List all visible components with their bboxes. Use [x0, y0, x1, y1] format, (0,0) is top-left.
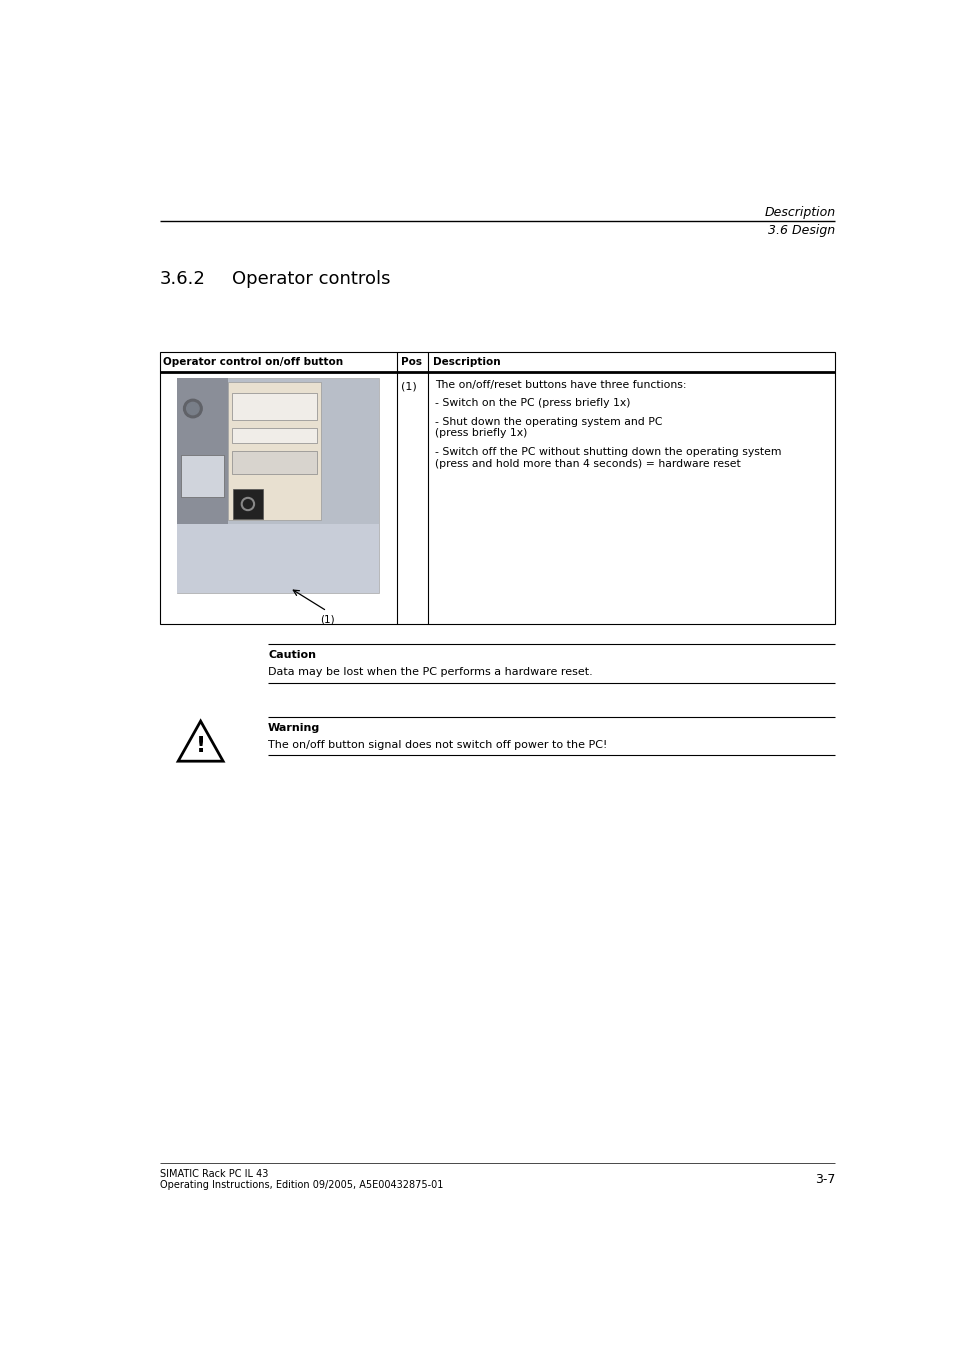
Text: Data may be lost when the PC performs a hardware reset.: Data may be lost when the PC performs a …	[268, 667, 592, 677]
Bar	[177, 378, 228, 593]
Text: (1): (1)	[400, 381, 416, 392]
Text: (1): (1)	[319, 615, 334, 626]
Text: Operator controls: Operator controls	[232, 270, 390, 288]
Text: - Shut down the operating system and PC: - Shut down the operating system and PC	[435, 416, 662, 427]
Bar	[159, 351, 835, 624]
Circle shape	[183, 400, 202, 417]
Text: - Switch off the PC without shutting down the operating system: - Switch off the PC without shutting dow…	[435, 447, 781, 457]
Text: Operator control on/off button: Operator control on/off button	[163, 357, 343, 366]
Bar	[228, 381, 320, 520]
Text: 3.6.2: 3.6.2	[159, 270, 205, 288]
Text: (press and hold more than 4 seconds) = hardware reset: (press and hold more than 4 seconds) = h…	[435, 458, 740, 469]
Text: Caution: Caution	[268, 650, 315, 661]
Text: Description: Description	[433, 357, 500, 366]
Circle shape	[187, 403, 199, 415]
Bar	[232, 428, 316, 443]
Bar	[233, 489, 262, 519]
Text: The on/off/reset buttons have three functions:: The on/off/reset buttons have three func…	[435, 380, 686, 390]
Bar	[181, 455, 224, 497]
Text: Warning: Warning	[268, 723, 320, 732]
Bar	[177, 524, 378, 593]
Text: Description: Description	[763, 207, 835, 219]
Text: - Switch on the PC (press briefly 1x): - Switch on the PC (press briefly 1x)	[435, 399, 630, 408]
Bar	[232, 393, 316, 420]
Bar	[177, 378, 378, 593]
Text: 3.6 Design: 3.6 Design	[767, 224, 835, 236]
Text: (press briefly 1x): (press briefly 1x)	[435, 428, 527, 439]
Text: !: !	[195, 736, 206, 757]
Text: The on/off button signal does not switch off power to the PC!: The on/off button signal does not switch…	[268, 739, 607, 750]
Bar	[232, 451, 316, 474]
Polygon shape	[178, 721, 223, 761]
Text: SIMATIC Rack PC IL 43: SIMATIC Rack PC IL 43	[159, 1169, 268, 1179]
Text: Pos: Pos	[400, 357, 421, 366]
Text: 3-7: 3-7	[814, 1173, 835, 1186]
Text: Operating Instructions, Edition 09/2005, A5E00432875-01: Operating Instructions, Edition 09/2005,…	[159, 1179, 442, 1190]
